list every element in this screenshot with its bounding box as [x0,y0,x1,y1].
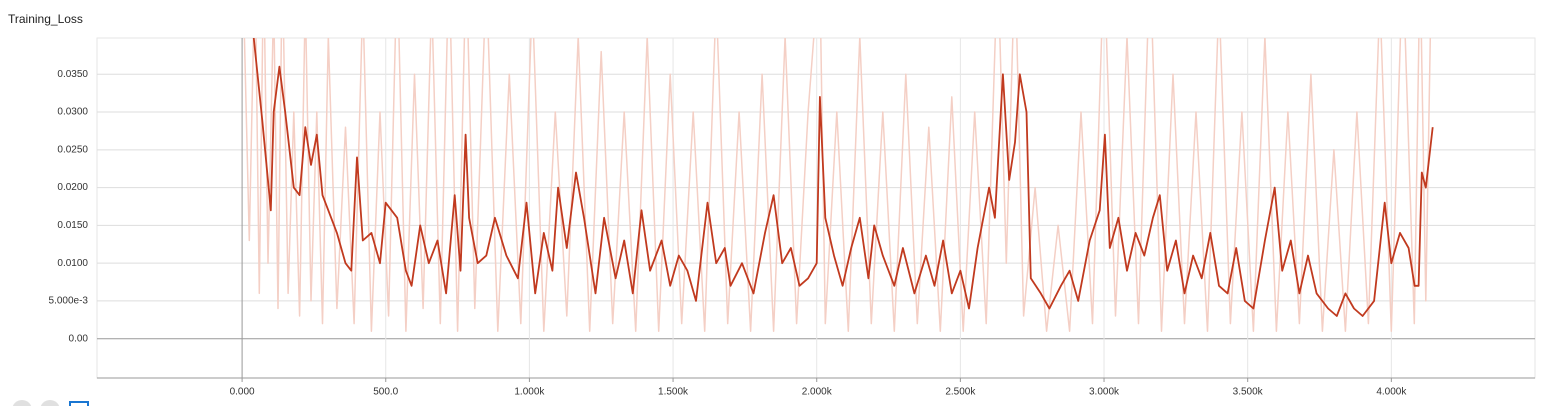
x-tick-label: 2.500k [945,387,976,398]
x-tick-label: 1.500k [658,387,689,398]
y-tick-label: 0.0250 [57,144,88,155]
x-tick-label: 500.0 [373,387,398,398]
y-tick-label: 5.000e-3 [49,296,89,307]
x-tick-label: 4.000k [1376,387,1407,398]
y-tick-label: 0.0100 [57,258,88,269]
y-tick-label: 0.0300 [57,107,88,118]
icon-button[interactable] [69,401,89,411]
x-tick-label: 1.000k [514,387,545,398]
chart-title: Training_Loss [8,12,83,26]
x-tick-label: 2.000k [802,387,833,398]
axis-labels: 0.00 5.000e-3 0.0100 0.0150 0.0200 0.0250 0.03… [49,69,1408,398]
plot-area [243,38,1434,332]
smoothed-line [252,38,1434,317]
y-tick-label: 0.00 [69,333,89,344]
icon-button[interactable] [12,400,32,411]
plot-frame [96,37,1536,379]
y-tick-label: 0.0350 [57,69,88,80]
y-tick-label: 0.0150 [57,220,88,231]
x-tick-label: 3.000k [1089,387,1120,398]
icon-button[interactable] [40,400,60,411]
x-tick-label: 3.500k [1233,387,1264,398]
raw-line [243,38,1432,332]
grid [96,37,1536,382]
y-tick-label: 0.0200 [57,182,88,193]
x-tick-label: 0.000 [230,387,255,398]
